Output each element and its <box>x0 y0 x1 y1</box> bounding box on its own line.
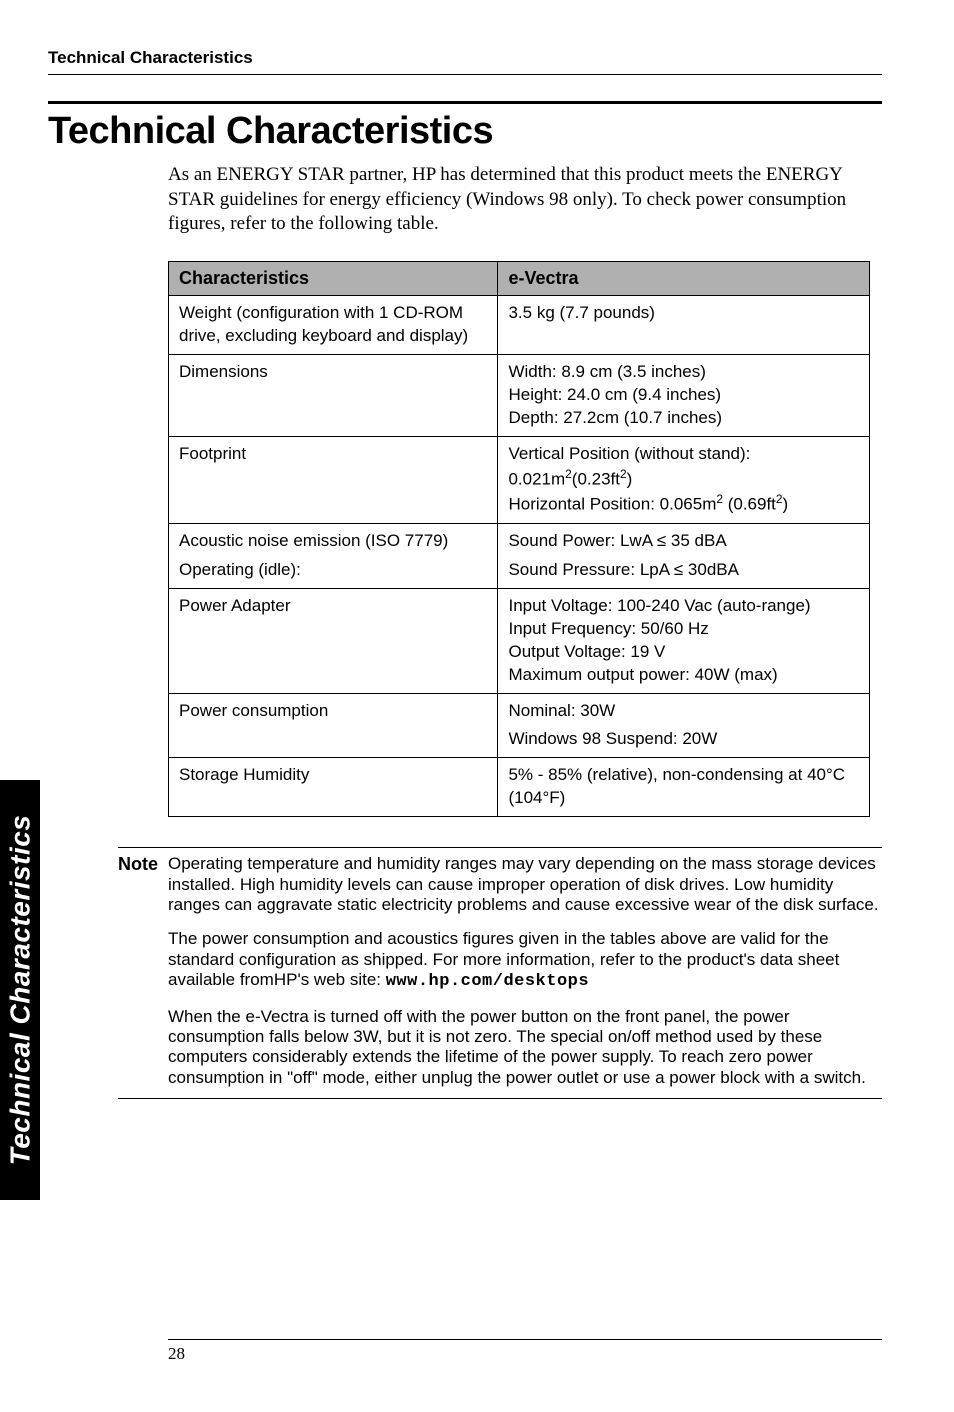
table-row: Weight (configuration with 1 CD-ROM driv… <box>169 296 870 355</box>
page-title: Technical Characteristics <box>48 110 882 153</box>
note-url: www.hp.com/desktops <box>386 972 589 991</box>
table-header-right: e-Vectra <box>498 262 870 296</box>
table-row: DimensionsWidth: 8.9 cm (3.5 inches)Heig… <box>169 354 870 436</box>
table-cell-value: 3.5 kg (7.7 pounds) <box>498 296 870 355</box>
note-p2: The power consumption and acoustics figu… <box>168 929 882 992</box>
table-cell-label: Footprint <box>169 436 498 523</box>
table-row: Storage Humidity5% - 85% (relative), non… <box>169 758 870 817</box>
side-tab-text: Technical Characteristics <box>4 815 36 1166</box>
side-tab: Technical Characteristics <box>0 780 40 1200</box>
table-cell-label: Power consumption <box>169 693 498 758</box>
rule-under-head <box>48 74 882 75</box>
note-block: Note Operating temperature and humidity … <box>118 847 882 1099</box>
note-p1: Operating temperature and humidity range… <box>168 854 882 915</box>
rule-above-title <box>48 101 882 104</box>
table-cell-value: Width: 8.9 cm (3.5 inches)Height: 24.0 c… <box>498 354 870 436</box>
characteristics-table: Characteristics e-Vectra Weight (configu… <box>168 261 870 817</box>
table-cell-label: Storage Humidity <box>169 758 498 817</box>
note-label: Note <box>118 854 168 1088</box>
running-head: Technical Characteristics <box>48 48 882 68</box>
intro-paragraph: As an ENERGY STAR partner, HP has determ… <box>168 163 882 237</box>
table-row: FootprintVertical Position (without stan… <box>169 436 870 523</box>
table-cell-value: Nominal: 30WWindows 98 Suspend: 20W <box>498 693 870 758</box>
table-cell-value: 5% - 85% (relative), non-condensing at 4… <box>498 758 870 817</box>
table-cell-value: Sound Power: LwA ≤ 35 dBASound Pressure:… <box>498 523 870 588</box>
table-cell-value: Vertical Position (without stand): 0.021… <box>498 436 870 523</box>
table-cell-label: Weight (configuration with 1 CD-ROM driv… <box>169 296 498 355</box>
note-p3: When the e-Vectra is turned off with the… <box>168 1007 882 1089</box>
table-cell-label: Dimensions <box>169 354 498 436</box>
table-row: Power AdapterInput Voltage: 100-240 Vac … <box>169 588 870 693</box>
note-body: Operating temperature and humidity range… <box>168 854 882 1088</box>
table-row: Power consumptionNominal: 30WWindows 98 … <box>169 693 870 758</box>
table-row: Acoustic noise emission (ISO 7779)Operat… <box>169 523 870 588</box>
table-header-left: Characteristics <box>169 262 498 296</box>
table-cell-value: Input Voltage: 100-240 Vac (auto-range)I… <box>498 588 870 693</box>
table-cell-label: Acoustic noise emission (ISO 7779)Operat… <box>169 523 498 588</box>
table-cell-label: Power Adapter <box>169 588 498 693</box>
